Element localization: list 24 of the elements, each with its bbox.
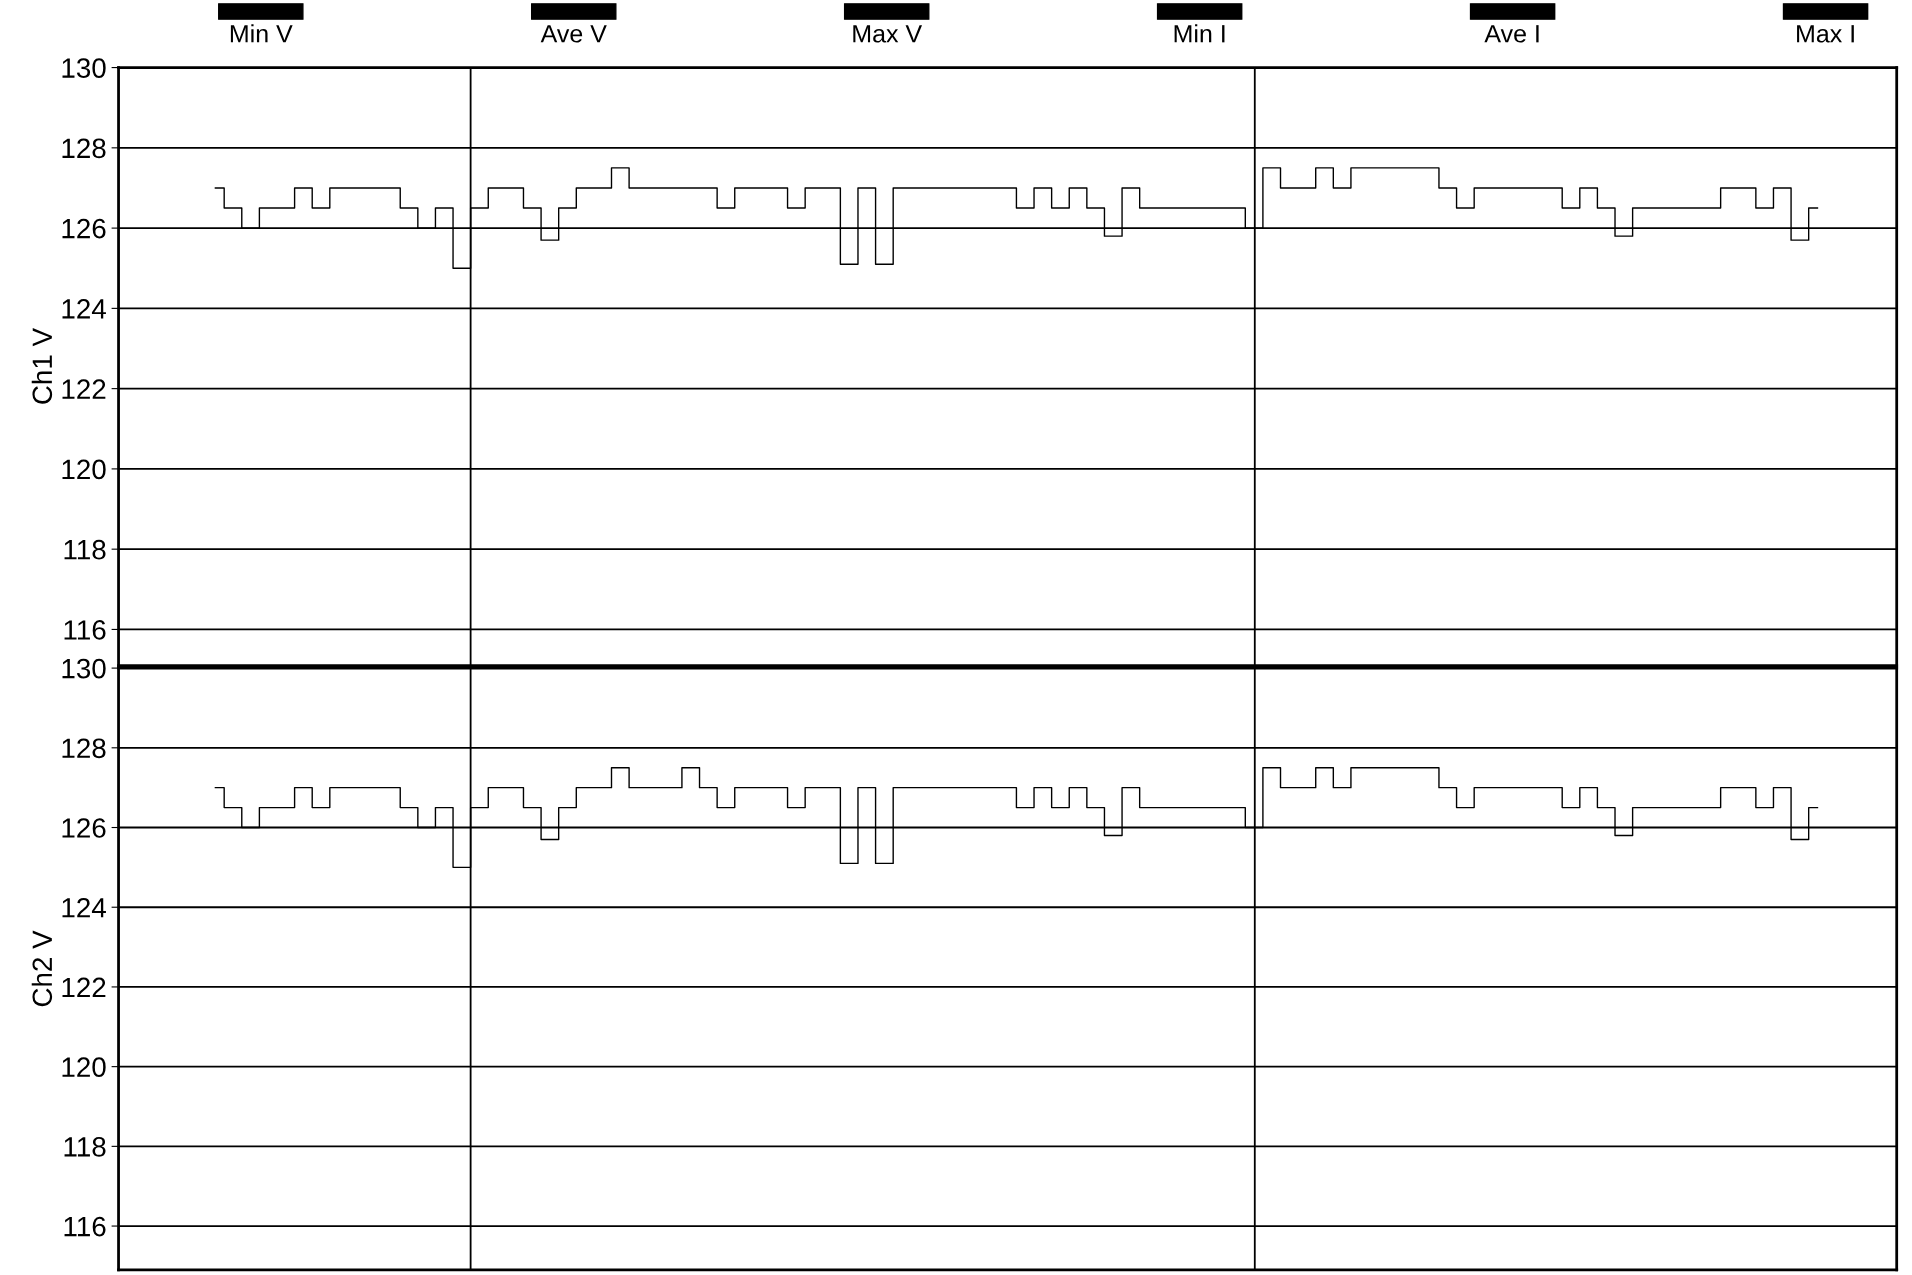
y-tick-label: 116 xyxy=(64,1216,106,1237)
y-tick-label: 120 xyxy=(62,1057,106,1077)
text: Min V xyxy=(230,24,293,43)
y-tick-label: 128 xyxy=(62,138,106,159)
y-tick-label: 118 xyxy=(64,539,106,560)
text: Ave I xyxy=(1484,25,1539,43)
y-tick-label: 122 xyxy=(62,379,106,399)
text: Min I xyxy=(1174,24,1225,43)
y-tick-label: 126 xyxy=(62,818,106,838)
y-tick-label: 122 xyxy=(62,977,106,997)
y-tick-label: 124 xyxy=(62,299,106,319)
text: Ave V xyxy=(540,25,607,43)
text: Max I xyxy=(1797,25,1854,43)
y-tick-label: 118 xyxy=(64,1137,106,1157)
y-tick-label: 124 xyxy=(62,897,106,918)
y-axis-title: Ch2 V xyxy=(31,930,53,1007)
y-tick-label: 128 xyxy=(62,738,106,759)
text: Max V xyxy=(853,25,923,43)
y-tick-label: 126 xyxy=(62,218,106,239)
y-tick-label: 130 xyxy=(62,58,106,78)
y-axis-title: Ch1 V xyxy=(31,328,53,404)
y-tick-label: 116 xyxy=(64,620,106,640)
y-tick-label: 130 xyxy=(62,658,106,679)
y-tick-label: 120 xyxy=(62,459,106,480)
